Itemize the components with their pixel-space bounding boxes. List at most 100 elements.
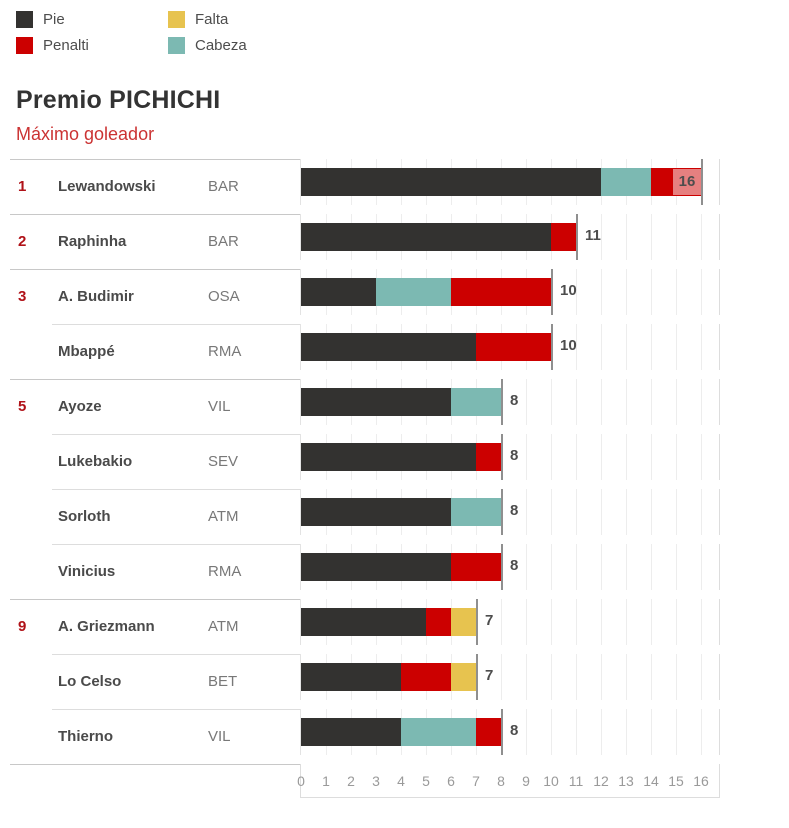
- bar-total-label: 8: [510, 447, 519, 464]
- bar-segment-pie[interactable]: [301, 498, 451, 526]
- bar-panel: 11: [300, 214, 720, 260]
- bar-panel: 8: [300, 379, 720, 425]
- gridline: [676, 654, 677, 700]
- x-axis-tick-label: 9: [522, 773, 530, 789]
- team-code: ATM: [208, 508, 239, 525]
- legend-item-penalti[interactable]: Penalti: [16, 36, 168, 54]
- bar-segment-cabeza[interactable]: [376, 278, 451, 306]
- legend-item-falta[interactable]: Falta: [168, 10, 320, 28]
- bar-panel: 7: [300, 654, 720, 700]
- bar-segment-pie[interactable]: [301, 168, 601, 196]
- gridline: [626, 654, 627, 700]
- gridline: [551, 709, 552, 755]
- x-axis-tick-label: 7: [472, 773, 480, 789]
- bar-panel: 10: [300, 324, 720, 370]
- gridline: [701, 269, 702, 315]
- x-axis-tick-label: 12: [593, 773, 609, 789]
- gridline: [676, 324, 677, 370]
- rank-label: 2: [18, 233, 27, 250]
- gridline: [626, 599, 627, 645]
- gridline: [676, 269, 677, 315]
- bar-segment-falta[interactable]: [451, 608, 476, 636]
- bar-segment-penalti[interactable]: [401, 663, 451, 691]
- bar-segment-pie[interactable]: [301, 718, 401, 746]
- gridline: [601, 654, 602, 700]
- gridline: [651, 269, 652, 315]
- bar-segment-pie[interactable]: [301, 278, 376, 306]
- gridline: [551, 379, 552, 425]
- x-axis-tick-label: 15: [668, 773, 684, 789]
- x-axis-tick-label: 8: [497, 773, 505, 789]
- bar-segment-pie[interactable]: [301, 663, 401, 691]
- table-row: 2 Raphinha BAR 11: [0, 214, 789, 269]
- legend: Pie Penalti Falta Cabeza: [16, 6, 320, 58]
- bar-panel: 7: [300, 599, 720, 645]
- bar-panel: 8: [300, 709, 720, 755]
- bar-segment-pie[interactable]: [301, 223, 551, 251]
- player-name: Lewandowski: [58, 178, 156, 195]
- bar-panel: 10: [300, 269, 720, 315]
- bar-panel: 16: [300, 159, 720, 205]
- bar-segment-pie[interactable]: [301, 553, 451, 581]
- gridline: [501, 654, 502, 700]
- player-name: Ayoze: [58, 398, 102, 415]
- gridline: [626, 379, 627, 425]
- player-name: Mbappé: [58, 343, 115, 360]
- legend-item-pie[interactable]: Pie: [16, 10, 168, 28]
- gridline: [651, 489, 652, 535]
- bar-segment-penalti[interactable]: [476, 718, 501, 746]
- legend-swatch-icon: [168, 10, 185, 28]
- bar-end-marker-line: [501, 379, 503, 425]
- gridline: [601, 599, 602, 645]
- table-row: 3 A. Budimir OSA 10: [0, 269, 789, 324]
- bar-segment-cabeza[interactable]: [601, 168, 651, 196]
- gridline: [576, 489, 577, 535]
- bar-segment-falta[interactable]: [451, 663, 476, 691]
- gridline: [626, 214, 627, 260]
- team-code: BAR: [208, 178, 239, 195]
- gridline: [676, 379, 677, 425]
- bar-total-label: 11: [585, 227, 601, 244]
- table-row: Sorloth ATM 8: [0, 489, 789, 544]
- gridline: [676, 544, 677, 590]
- table-row: Lo Celso BET 7: [0, 654, 789, 709]
- bar-segment-penalti[interactable]: [551, 223, 576, 251]
- team-code: RMA: [208, 343, 242, 360]
- page-title: Premio PICHICHI: [16, 86, 221, 114]
- legend-item-cabeza[interactable]: Cabeza: [168, 36, 320, 54]
- bar-segment-penalti[interactable]: [451, 553, 501, 581]
- player-name: A. Budimir: [58, 288, 134, 305]
- bar-segment-penalti[interactable]: [476, 443, 501, 471]
- bar-segment-cabeza[interactable]: [451, 498, 501, 526]
- x-axis-tick-label: 1: [322, 773, 330, 789]
- team-code: ATM: [208, 618, 239, 635]
- gridline: [626, 489, 627, 535]
- table-row: Thierno VIL 8: [0, 709, 789, 764]
- table-row: Mbappé RMA 10: [0, 324, 789, 379]
- bar-segment-cabeza[interactable]: [401, 718, 476, 746]
- gridline: [501, 599, 502, 645]
- bar-segment-pie[interactable]: [301, 443, 476, 471]
- table-row: Vinicius RMA 8: [0, 544, 789, 599]
- bar-segment-penalti[interactable]: [476, 333, 551, 361]
- gridline: [601, 379, 602, 425]
- gridline: [651, 434, 652, 480]
- bar-segment-penalti[interactable]: [426, 608, 451, 636]
- bar-segment-penalti[interactable]: [451, 278, 551, 306]
- gridline: [701, 489, 702, 535]
- gridline: [576, 324, 577, 370]
- rank-label: 5: [18, 398, 27, 415]
- page-subtitle: Máximo goleador: [16, 124, 155, 144]
- bar-total-label: 8: [510, 392, 519, 409]
- bar-segment-pie[interactable]: [301, 333, 476, 361]
- rank-label: 1: [18, 178, 27, 195]
- gridline: [701, 324, 702, 370]
- team-code: SEV: [208, 453, 239, 470]
- bar-segment-pie[interactable]: [301, 388, 451, 416]
- gridline: [626, 709, 627, 755]
- bar-segment-cabeza[interactable]: [451, 388, 501, 416]
- bar-segment-pie[interactable]: [301, 608, 426, 636]
- gridline: [526, 709, 527, 755]
- legend-swatch-icon: [16, 36, 33, 54]
- legend-label: Falta: [195, 10, 229, 28]
